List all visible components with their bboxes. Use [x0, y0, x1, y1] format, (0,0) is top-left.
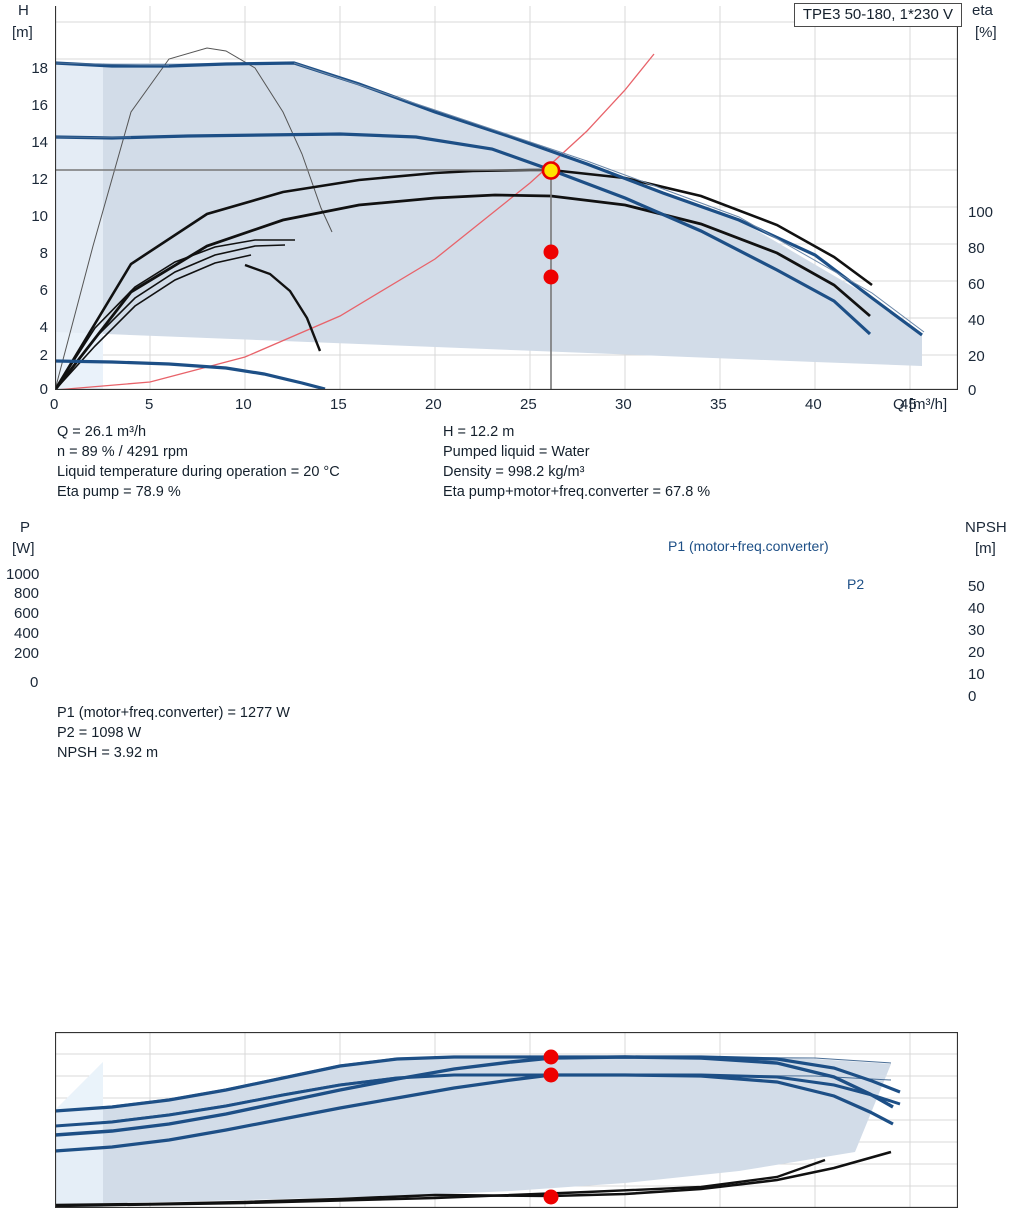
chart2-npshtick-40: 40 [968, 600, 985, 617]
chart2-ptick-800: 800 [14, 585, 40, 602]
info-liquid-temperature: Liquid temperature during operation = 20… [57, 464, 340, 480]
chart1-xtick-10: 10 [235, 396, 252, 413]
info-q: Q = 26.1 m³/h [57, 424, 147, 440]
eta-total-duty-marker[interactable] [543, 269, 559, 285]
npsh-duty-marker[interactable] [543, 1189, 559, 1205]
power-npsh-chart: P [W] NPSH [m] 1000 800 600 400 200 0 50… [0, 512, 1024, 1208]
chart1-x-axis-title: Q [m³/h] [893, 396, 948, 413]
head-curve-100-thin [55, 62, 170, 66]
head-curve-88 [55, 132, 872, 336]
chart2-npshtick-0: 0 [968, 688, 977, 705]
chart1-xtick-25: 25 [520, 396, 537, 413]
chart1-xtick-15: 15 [330, 396, 347, 413]
chart1-right-axis-title: eta [972, 2, 993, 19]
chart1-ytick-16: 16 [31, 97, 48, 114]
head-curve-29 [55, 359, 326, 390]
chart1-right-axis-unit: [%] [975, 24, 997, 41]
info-eta-pump: Eta pump = 78.9 % [57, 484, 181, 500]
chart1-ytick-6: 6 [39, 282, 48, 299]
eta-total-curve [55, 193, 871, 390]
p1-series-label: P1 (motor+freq.converter) [668, 538, 829, 554]
info-p2: P2 = 1098 W [57, 725, 142, 741]
chart1-xtick-45: 45 [900, 396, 917, 413]
chart2-svg [55, 1032, 958, 1208]
info-npsh: NPSH = 3.92 m [57, 745, 159, 761]
eta-lowflow-envelope [55, 47, 333, 390]
chart1-ytick-4: 4 [39, 319, 48, 336]
chart1-xtick-35: 35 [710, 396, 727, 413]
system-curve-red [55, 53, 655, 390]
chart1-ytick-2: 2 [39, 347, 48, 364]
eta-pump-duty-marker[interactable] [543, 244, 559, 260]
info-pumped-liquid: Pumped liquid = Water [443, 444, 590, 460]
chart2-npshtick-30: 30 [968, 622, 985, 639]
chart1-etatick-0: 0 [968, 382, 977, 399]
eta-branch-shortspeed [244, 263, 322, 352]
duty-point-marker[interactable] [541, 161, 561, 180]
band-upper-edge [293, 62, 925, 333]
info-density: Density = 998.2 kg/m³ [443, 464, 585, 480]
chart1-ytick-14: 14 [31, 134, 48, 151]
chart1-operating-band [55, 63, 922, 366]
chart2-ptick-1000: 1000 [6, 566, 40, 583]
chart1-ytick-8: 8 [39, 245, 48, 262]
chart2-npshtick-20: 20 [968, 644, 985, 661]
chart2-y-axis-unit: [W] [12, 540, 35, 557]
chart1-y-axis-title: H [18, 2, 29, 19]
chart1-ytick-10: 10 [31, 208, 48, 225]
chart1-lowflow-wedge-overlay [55, 63, 103, 390]
chart2-ptick-0: 0 [30, 674, 39, 691]
info-p1: P1 (motor+freq.converter) = 1277 W [57, 705, 290, 721]
head-efficiency-chart: H [m] eta [%] 18 16 14 12 10 8 6 4 2 0 1… [0, 0, 1024, 418]
chart1-ytick-0: 0 [39, 381, 48, 398]
chart2-npshtick-50: 50 [968, 578, 985, 595]
chart2-ptick-200: 200 [14, 645, 40, 662]
info-h: H = 12.2 m [443, 424, 515, 440]
info-n: n = 89 % / 4291 rpm [57, 444, 188, 460]
head-curve-100 [55, 61, 923, 337]
chart1-xtick-0: 0 [50, 396, 59, 413]
chart2-right-axis-unit: [m] [975, 540, 996, 557]
chart1-xtick-40: 40 [805, 396, 822, 413]
chart2-plot-area [55, 1032, 958, 1208]
chart1-svg [55, 6, 958, 390]
p2-series-label: P2 [847, 576, 865, 592]
chart1-ytick-18: 18 [31, 60, 48, 77]
chart1-xtick-20: 20 [425, 396, 442, 413]
chart1-etatick-100: 100 [968, 204, 994, 221]
info-eta-total: Eta pump+motor+freq.converter = 67.8 % [443, 484, 711, 500]
chart1-xtick-30: 30 [615, 396, 632, 413]
chart1-etatick-80: 80 [968, 240, 985, 257]
chart2-npshtick-10: 10 [968, 666, 985, 683]
chart1-etatick-60: 60 [968, 276, 985, 293]
pump-model-title: TPE3 50-180, 1*230 V [793, 3, 962, 27]
chart1-etatick-40: 40 [968, 312, 985, 329]
head-curve-88-thin [55, 136, 132, 139]
chart2-y-axis-title: P [20, 519, 31, 536]
chart2-ptick-600: 600 [14, 605, 40, 622]
chart1-etatick-20: 20 [968, 348, 985, 365]
chart2-ptick-400: 400 [14, 625, 40, 642]
chart1-y-axis-unit: [m] [12, 24, 33, 41]
chart1-plot-area [55, 6, 958, 390]
p2-duty-marker[interactable] [543, 1067, 559, 1083]
chart2-right-axis-title: NPSH [965, 519, 1007, 536]
chart1-ytick-12: 12 [31, 171, 48, 188]
p1-duty-marker[interactable] [543, 1049, 559, 1065]
chart1-xtick-5: 5 [145, 396, 154, 413]
